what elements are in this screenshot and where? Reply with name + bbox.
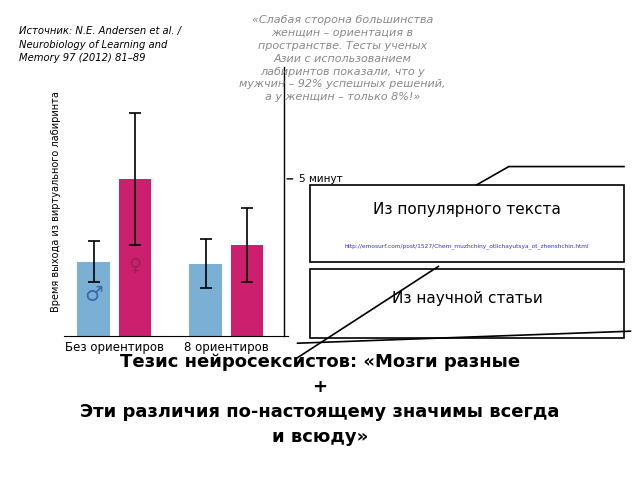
Bar (189, 264, 222, 336)
Y-axis label: Время выхода из виртуального лабиринта: Время выхода из виртуального лабиринта (51, 91, 61, 312)
Bar (230, 245, 264, 336)
Text: http://emosurf.com/post/1527/Chem_muzhchiny_otlichayutsya_ot_zhenshchin.html: http://emosurf.com/post/1527/Chem_muzhch… (345, 243, 589, 249)
Text: ♂: ♂ (84, 285, 103, 305)
Bar (118, 179, 151, 336)
Bar (77, 262, 110, 336)
Text: Из популярного текста: Из популярного текста (373, 202, 561, 217)
Text: «Слабая сторона большинства
женщин – ориентация в
пространстве. Тесты ученых
Ази: «Слабая сторона большинства женщин – ори… (239, 15, 445, 102)
Text: Источник: N.E. Andersen et al. /
Neurobiology of Learning and
Memory 97 (2012) 8: Источник: N.E. Andersen et al. / Neurobi… (19, 26, 181, 63)
Text: 5 минут: 5 минут (299, 174, 343, 184)
Text: ♀: ♀ (129, 256, 141, 274)
Text: Из научной статьи: Из научной статьи (392, 291, 543, 306)
Text: Тезис нейросексистов: «Мозги разные
+
Эти различия по-настоящему значимы всегда
: Тезис нейросексистов: «Мозги разные + Эт… (80, 353, 560, 446)
